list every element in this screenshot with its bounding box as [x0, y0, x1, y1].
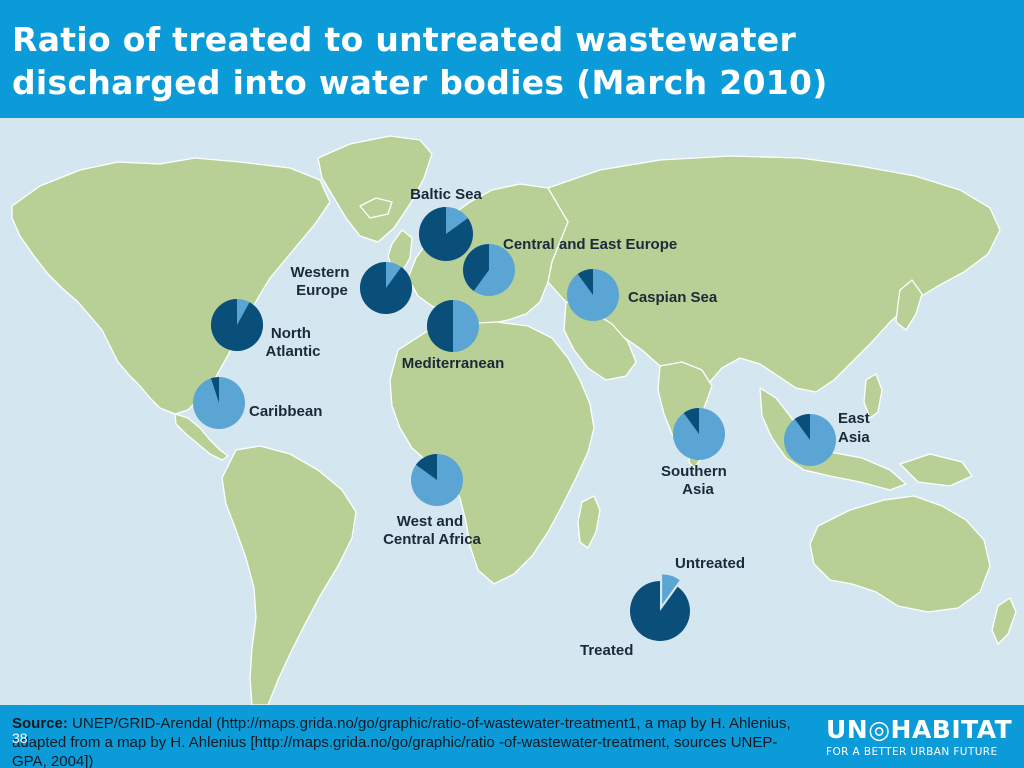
- label-north-atlantic-line-2: Atlantic: [265, 343, 320, 360]
- label-caspian-sea-line: Caspian Sea: [628, 289, 718, 306]
- land-british-isles: [387, 229, 413, 273]
- land-japan: [895, 279, 923, 331]
- pie-caspian-sea: [567, 269, 619, 321]
- label-central-east-europe-line: Central and East Europe: [503, 236, 677, 253]
- land-arabia: [563, 301, 637, 381]
- label-caribbean-line: Caribbean: [249, 403, 322, 420]
- label-central-east-europe: Central and East Europe: [503, 236, 677, 253]
- land-africa: [389, 321, 595, 585]
- legend-pie-untreated-slice: [662, 574, 680, 605]
- label-west-central-africa-line-1: West and: [397, 513, 463, 530]
- logo-wordmark: UN◎HABITAT: [826, 715, 1013, 744]
- label-west-central-africa-line-2: Central Africa: [383, 531, 481, 548]
- pie-southern-asia-treated-slice: [683, 408, 699, 434]
- land-iceland: [359, 197, 393, 219]
- land-central-america: [174, 413, 229, 461]
- label-east-asia: East Asia: [838, 410, 874, 446]
- label-western-europe-line-1: Western: [290, 264, 349, 281]
- label-east-asia-line-2: Asia: [838, 429, 870, 446]
- land-papua: [899, 453, 973, 487]
- pie-east-asia-treated-slice: [794, 414, 810, 440]
- label-east-asia-line-1: East: [838, 410, 870, 427]
- label-mediterranean: Mediterranean: [402, 355, 505, 372]
- pie-baltic-sea: [418, 207, 473, 261]
- legend-untreated-label: Untreated: [675, 555, 745, 572]
- land-madagascar: [577, 495, 601, 549]
- land-north-america: [11, 157, 331, 415]
- title-bar: Ratio of treated to untreated wastewater…: [0, 0, 1024, 118]
- slide-title: Ratio of treated to untreated wastewater…: [12, 18, 1012, 104]
- slide-title-line-2: discharged into water bodies (March 2010…: [12, 63, 828, 102]
- pie-western-europe: [359, 262, 412, 314]
- label-southern-asia-line-1: Southern: [661, 463, 727, 480]
- label-west-central-africa: West and Central Africa: [383, 513, 481, 548]
- label-southern-asia: Southern Asia: [661, 463, 731, 498]
- pie-north-atlantic: [210, 299, 263, 351]
- pie-baltic-sea-treated-slice: [418, 207, 473, 261]
- land-greenland: [317, 135, 433, 243]
- legend-untreated-text: Untreated: [675, 555, 745, 572]
- pie-east-asia: [784, 414, 836, 466]
- pie-central-east-europe: [463, 244, 515, 296]
- source-text: UNEP/GRID-Arendal (http://maps.grida.no/…: [12, 715, 791, 768]
- label-north-atlantic: North Atlantic: [265, 325, 320, 360]
- source-citation: Source: UNEP/GRID-Arendal (http://maps.g…: [12, 714, 812, 768]
- legend-pie-treated-slice: [629, 581, 690, 642]
- label-baltic-sea: Baltic Sea: [410, 186, 482, 203]
- label-southern-asia-line-2: Asia: [682, 481, 714, 498]
- world-map: Baltic Sea Central and East Europe Weste…: [0, 118, 1024, 705]
- label-caribbean: Caribbean: [249, 403, 322, 420]
- footer: Source: UNEP/GRID-Arendal (http://maps.g…: [0, 705, 1024, 768]
- legend-treated-text: Treated: [580, 642, 633, 659]
- label-north-atlantic-line-1: North: [271, 325, 311, 342]
- label-mediterranean-line: Mediterranean: [402, 355, 505, 372]
- land-south-america: [221, 445, 357, 705]
- pie-mediterranean-treated-slice: [427, 300, 453, 352]
- land-australia: [809, 495, 991, 613]
- pie-caribbean: [193, 377, 245, 429]
- slide-number: 38: [12, 730, 28, 746]
- label-western-europe-line-2: Europe: [296, 282, 348, 299]
- label-western-europe: Western Europe: [290, 264, 353, 299]
- slide-title-line-1: Ratio of treated to untreated wastewater: [12, 20, 797, 59]
- pie-west-central-africa: [411, 454, 463, 506]
- label-caspian-sea: Caspian Sea: [628, 289, 718, 306]
- pie-southern-asia: [673, 408, 725, 460]
- legend-treated-label: Treated: [580, 642, 633, 659]
- pie-markers: [193, 207, 836, 506]
- pie-west-central-africa-treated-slice: [415, 454, 437, 480]
- pie-caspian-sea-treated-slice: [577, 269, 593, 295]
- pie-north-atlantic-treated-slice: [210, 299, 263, 351]
- logo-tagline: FOR A BETTER URBAN FUTURE: [826, 746, 998, 758]
- source-label: Source:: [12, 715, 68, 732]
- map-legend: Untreated Treated: [580, 555, 745, 659]
- legend-pie: [629, 574, 690, 642]
- un-habitat-logo: UN◎HABITAT FOR A BETTER URBAN FUTURE: [826, 717, 1016, 759]
- pie-central-east-europe-treated-slice: [463, 244, 489, 292]
- region-labels: Baltic Sea Central and East Europe Weste…: [249, 186, 874, 548]
- pie-western-europe-treated-slice: [359, 262, 412, 314]
- pie-caribbean-treated-slice: [210, 377, 219, 403]
- map-canvas: Baltic Sea Central and East Europe Weste…: [11, 135, 1017, 705]
- label-baltic-sea-line: Baltic Sea: [410, 186, 482, 203]
- land-new-zealand: [991, 597, 1017, 645]
- pie-mediterranean: [427, 300, 479, 352]
- land-masses: [11, 135, 1017, 705]
- land-philippines: [863, 373, 883, 419]
